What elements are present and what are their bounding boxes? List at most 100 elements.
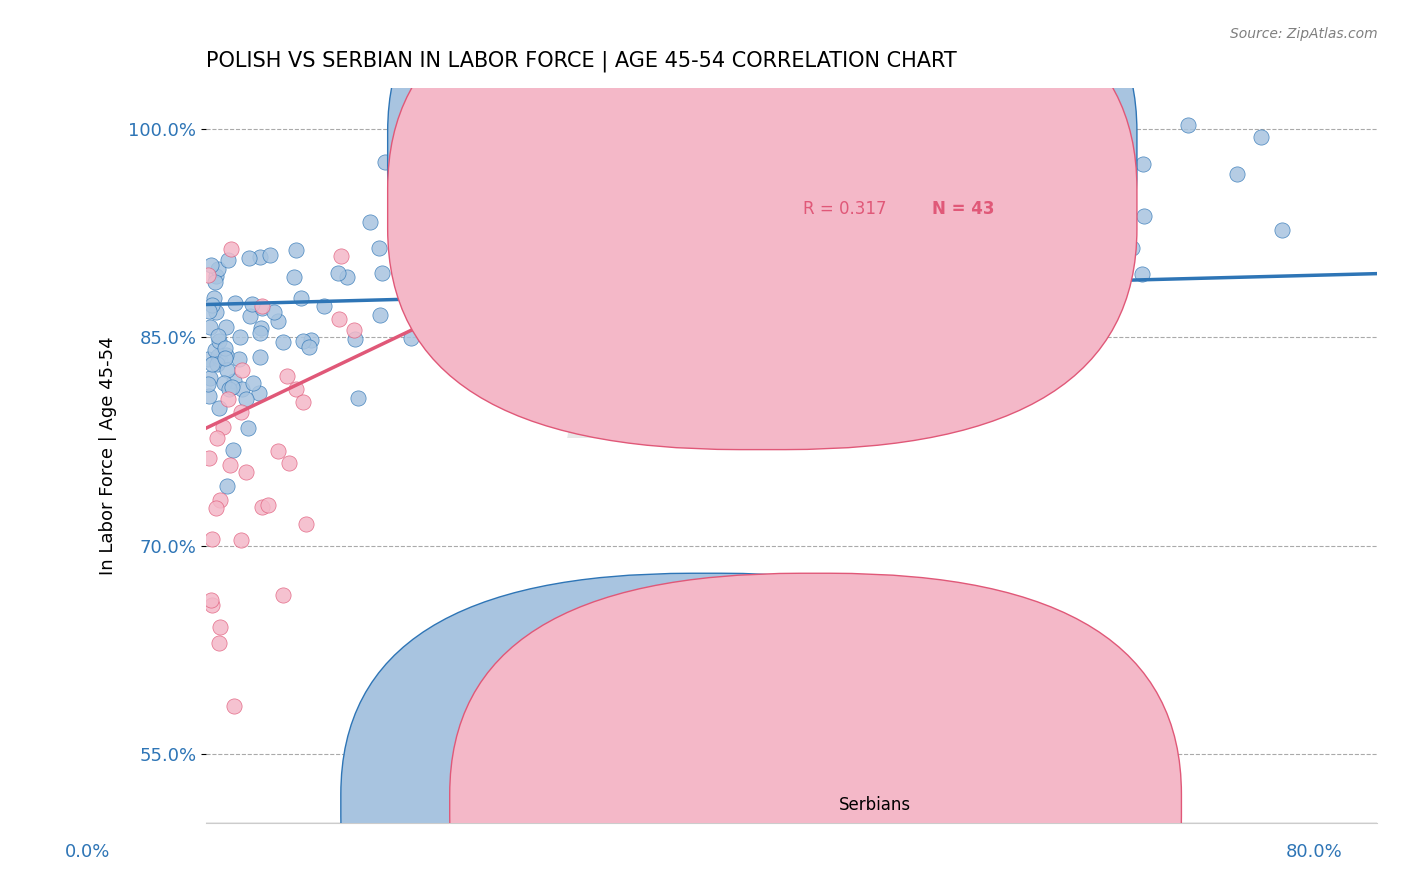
Poles: [1088, 245, 1111, 260]
Serbians: [273, 588, 295, 602]
Serbians: [211, 420, 233, 434]
Serbians: [198, 451, 221, 466]
Serbians: [219, 242, 242, 256]
Poles: [762, 245, 785, 260]
Serbians: [219, 458, 242, 472]
Text: 80.0%: 80.0%: [1286, 843, 1343, 861]
FancyBboxPatch shape: [388, 0, 1137, 450]
Poles: [1250, 129, 1272, 144]
Serbians: [229, 533, 252, 548]
Poles: [267, 314, 290, 328]
Poles: [250, 320, 273, 334]
Poles: [228, 351, 250, 366]
Serbians: [294, 516, 316, 531]
Poles: [675, 314, 697, 328]
Serbians: [207, 431, 229, 445]
Poles: [418, 233, 440, 247]
Poles: [218, 382, 240, 396]
Serbians: [205, 500, 228, 515]
Poles: [240, 296, 263, 310]
Poles: [326, 266, 349, 280]
Poles: [290, 291, 312, 305]
Serbians: [208, 636, 231, 650]
Poles: [374, 155, 396, 169]
Poles: [779, 258, 801, 272]
Poles: [401, 266, 423, 280]
Poles: [205, 305, 228, 319]
Text: Serbians: Serbians: [838, 796, 911, 814]
Poles: [1271, 223, 1294, 237]
Poles: [1177, 118, 1199, 132]
Poles: [347, 392, 370, 406]
Poles: [200, 258, 222, 272]
Poles: [204, 343, 226, 357]
FancyBboxPatch shape: [340, 574, 1073, 892]
Poles: [546, 293, 568, 307]
Poles: [368, 308, 391, 322]
Text: N = 107: N = 107: [932, 144, 1005, 161]
Poles: [205, 357, 228, 371]
FancyBboxPatch shape: [716, 106, 1067, 250]
Poles: [299, 333, 322, 347]
Serbians: [201, 532, 224, 546]
Serbians: [285, 382, 308, 396]
Text: Poles: Poles: [730, 796, 773, 814]
Poles: [460, 247, 482, 261]
Text: Source: ZipAtlas.com: Source: ZipAtlas.com: [1230, 27, 1378, 41]
Poles: [371, 266, 394, 280]
Poles: [1132, 156, 1154, 170]
Serbians: [252, 299, 274, 313]
Serbians: [529, 108, 551, 122]
Poles: [231, 382, 253, 396]
Poles: [681, 202, 703, 216]
Serbians: [231, 363, 253, 377]
Poles: [285, 243, 308, 257]
Serbians: [267, 443, 290, 458]
Serbians: [235, 465, 257, 479]
Poles: [1226, 167, 1249, 181]
Poles: [344, 332, 367, 346]
Poles: [298, 340, 321, 354]
Poles: [238, 251, 260, 265]
Poles: [204, 275, 226, 289]
Poles: [215, 319, 238, 334]
Poles: [239, 309, 262, 323]
Poles: [221, 380, 243, 394]
Poles: [1121, 241, 1143, 255]
Poles: [198, 304, 221, 318]
Poles: [1066, 128, 1088, 143]
Poles: [367, 241, 389, 255]
Poles: [359, 214, 381, 228]
Serbians: [509, 108, 531, 122]
Serbians: [509, 108, 531, 122]
FancyBboxPatch shape: [450, 574, 1181, 892]
Poles: [664, 341, 686, 355]
Poles: [249, 250, 271, 264]
Serbians: [292, 394, 315, 409]
Poles: [217, 253, 239, 268]
Poles: [208, 401, 231, 415]
Poles: [209, 353, 232, 368]
Poles: [1132, 209, 1154, 223]
Poles: [201, 298, 224, 312]
Poles: [336, 270, 359, 285]
Poles: [259, 248, 281, 262]
Poles: [222, 374, 245, 388]
Poles: [291, 334, 314, 348]
Poles: [198, 389, 221, 403]
Poles: [217, 363, 239, 377]
Poles: [215, 348, 238, 362]
Poles: [250, 301, 273, 315]
Serbians: [471, 169, 494, 184]
Y-axis label: In Labor Force | Age 45-54: In Labor Force | Age 45-54: [100, 336, 117, 574]
Poles: [197, 351, 219, 366]
Poles: [993, 207, 1015, 221]
Poles: [217, 479, 239, 493]
Text: ZIPatlas: ZIPatlas: [569, 384, 897, 453]
Serbians: [404, 268, 426, 283]
Poles: [202, 291, 225, 305]
Poles: [198, 319, 221, 334]
Poles: [392, 277, 415, 292]
Text: 0.0%: 0.0%: [65, 843, 110, 861]
Poles: [659, 222, 682, 236]
